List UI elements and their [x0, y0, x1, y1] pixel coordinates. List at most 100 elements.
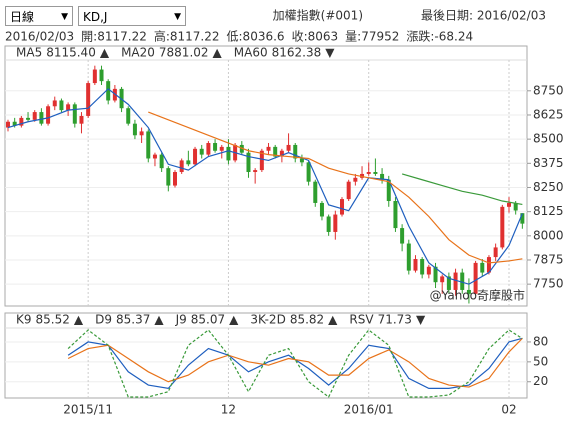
candle-body [293, 144, 298, 159]
candle-body [213, 143, 218, 151]
candle-body [380, 173, 385, 180]
candle-body [173, 172, 177, 186]
candle-body [413, 259, 418, 271]
quote-field: 高:8117.22 [154, 29, 220, 44]
candle-body [206, 143, 211, 155]
y-tick-label: 50 [533, 354, 548, 368]
legend-trend: ▲ [213, 46, 223, 60]
candle-body [112, 88, 117, 101]
candle-body [106, 81, 111, 101]
kd-pane [4, 312, 528, 399]
candle-body [159, 154, 164, 169]
candle-body [79, 115, 84, 124]
legend-value: 85.52 [36, 313, 70, 327]
quote-field: 量:77952 [345, 30, 399, 44]
y-tick-label: 20 [533, 374, 548, 388]
legend-name: D9 [95, 313, 112, 327]
candle-body [246, 152, 251, 173]
candle-body [219, 146, 224, 151]
candle-body [433, 266, 438, 283]
legend-trend: ▲ [154, 313, 164, 327]
x-tick-label: 2016/01 [344, 403, 394, 417]
candle-body [126, 108, 131, 124]
y-tick-label: 8500 [533, 132, 564, 146]
last-date: 最後日期: 2016/02/03 [421, 9, 546, 23]
candle-body [132, 123, 137, 136]
candle-body [420, 259, 425, 275]
series-line [67, 337, 523, 388]
y-tick-label: 7750 [533, 277, 564, 291]
watermark: @Yahoo奇摩股市 [430, 288, 525, 303]
series-line [67, 337, 523, 390]
candle-body [480, 262, 485, 273]
candle-body [86, 83, 91, 116]
legend-trend: ▼ [325, 46, 335, 60]
candle-body [179, 160, 184, 173]
candle-body [500, 206, 505, 248]
legend-name: MA5 [16, 46, 42, 60]
candle-body [286, 144, 291, 151]
candle-body [152, 154, 157, 159]
candle-body [346, 181, 351, 200]
candle-body [226, 146, 231, 161]
legend-value: 85.37 [116, 313, 150, 327]
candle-body [72, 104, 77, 124]
candle-body [460, 272, 465, 290]
indicator-select[interactable]: KD,J [78, 6, 186, 27]
candle-body [193, 148, 198, 165]
y-tick-label: 8125 [533, 204, 564, 218]
legend-value: 85.07 [191, 313, 225, 327]
candle-body [233, 144, 238, 161]
candle-body [146, 131, 151, 159]
legend-trend: ▲ [100, 46, 110, 60]
candle-body [119, 88, 124, 109]
legend-name: RSV [349, 313, 374, 327]
candle-body [273, 146, 278, 157]
main-pane [4, 45, 528, 307]
candle-body [39, 112, 44, 124]
legend-name: J9 [175, 313, 187, 327]
legend-name: K9 [16, 313, 32, 327]
y-tick-label: 80 [533, 334, 548, 348]
candle-body [333, 214, 338, 232]
y-tick-label: 8000 [533, 228, 564, 242]
legend-value: 8115.40 [46, 46, 96, 60]
candle-body [520, 213, 525, 224]
candle-body [373, 172, 378, 174]
quote-field: 開:8117.22 [81, 30, 147, 44]
legend-trend: ▲ [74, 313, 84, 327]
candle-body [166, 168, 171, 186]
candle-body [26, 117, 31, 120]
quote-field: 收:8063 [292, 30, 339, 44]
candle-body [446, 276, 451, 290]
period-select[interactable]: 日線 [5, 6, 73, 27]
series-line [7, 88, 523, 285]
candle-body [466, 289, 471, 294]
candle-body [473, 262, 478, 294]
candle-body [306, 162, 311, 182]
candle-body [366, 172, 371, 174]
legend-name: 3K-2D [250, 313, 285, 327]
candle-body [6, 121, 10, 128]
candle-body [32, 112, 37, 120]
candle-body [239, 144, 244, 153]
candle-body [12, 121, 17, 126]
legend-value: 71.73 [378, 313, 412, 327]
candle-body [393, 201, 398, 229]
x-tick-label: 02 [501, 403, 516, 417]
series-line [401, 173, 523, 206]
y-tick-label: 8625 [533, 107, 564, 121]
x-tick-label: 2015/11 [63, 403, 113, 417]
legend-value: 85.82 [290, 313, 324, 327]
candle-body [486, 257, 491, 273]
series-line [148, 111, 523, 264]
candle-body [453, 272, 458, 290]
legend-value: 7881.02 [159, 46, 209, 60]
candle-body [400, 228, 405, 244]
legend-name: MA60 [234, 46, 268, 60]
index-name: 加權指數(#001) [273, 8, 363, 23]
legend-trend: ▲ [328, 313, 338, 327]
candle-body [266, 146, 271, 151]
y-tick-label: 8375 [533, 156, 564, 170]
